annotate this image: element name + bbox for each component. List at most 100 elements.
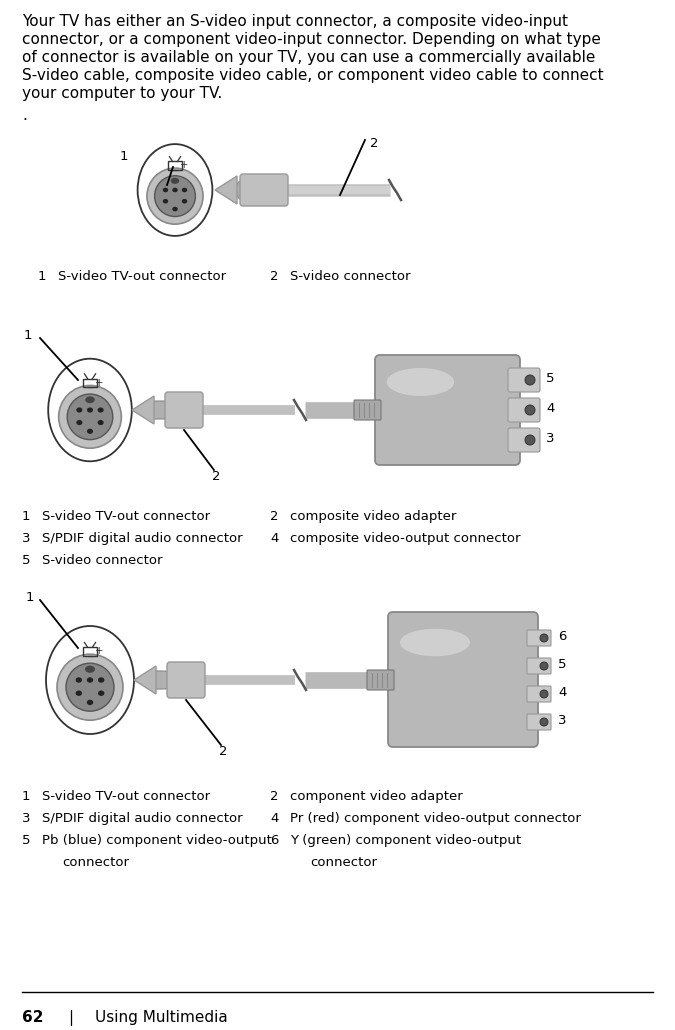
Text: S-video cable, composite video cable, or component video cable to connect: S-video cable, composite video cable, or… [22,68,603,83]
Ellipse shape [171,178,180,184]
Text: connector: connector [310,856,377,869]
Ellipse shape [48,358,132,461]
Ellipse shape [147,168,203,225]
Ellipse shape [76,408,82,413]
Ellipse shape [66,663,114,711]
Ellipse shape [155,176,195,216]
Ellipse shape [525,375,535,385]
Text: +: + [95,378,103,387]
Ellipse shape [85,397,94,403]
Bar [168,162,182,170]
FancyBboxPatch shape [165,392,203,428]
Ellipse shape [98,408,104,413]
Ellipse shape [182,199,187,204]
Text: S-video connector: S-video connector [290,270,410,283]
Bar [83,379,97,387]
Ellipse shape [163,199,168,204]
FancyBboxPatch shape [527,686,551,702]
FancyBboxPatch shape [508,368,540,392]
Text: 3: 3 [558,714,566,726]
Ellipse shape [540,634,548,642]
FancyBboxPatch shape [388,612,538,747]
Text: 6: 6 [270,834,278,847]
Ellipse shape [236,180,250,200]
FancyBboxPatch shape [508,398,540,422]
Ellipse shape [400,628,470,656]
Text: 4: 4 [558,686,566,698]
Text: 2: 2 [270,510,279,523]
Text: Pr (red) component video-output connector: Pr (red) component video-output connecto… [290,812,581,825]
Text: your computer to your TV.: your computer to your TV. [22,85,222,101]
Text: |: | [68,1010,73,1026]
Ellipse shape [138,144,213,236]
Ellipse shape [172,207,178,211]
Text: 2: 2 [370,137,379,150]
Text: Your TV has either an S-video input connector, a composite video-input: Your TV has either an S-video input conn… [22,14,568,29]
Text: composite video adapter: composite video adapter [290,510,456,523]
FancyBboxPatch shape [527,714,551,730]
Ellipse shape [87,408,93,413]
Polygon shape [132,396,154,424]
Text: S-video TV-out connector: S-video TV-out connector [42,510,210,523]
Ellipse shape [85,665,95,673]
Text: +: + [95,646,103,656]
Ellipse shape [525,435,535,445]
Text: 1: 1 [24,329,32,342]
Bar [83,647,97,656]
Ellipse shape [98,420,104,425]
FancyBboxPatch shape [155,671,171,689]
Text: S/PDIF digital audio connector: S/PDIF digital audio connector [42,812,242,825]
Ellipse shape [172,187,178,193]
Text: S/PDIF digital audio connector: S/PDIF digital audio connector [42,533,242,545]
Ellipse shape [87,678,93,683]
FancyBboxPatch shape [354,400,381,420]
Text: 4: 4 [270,812,278,825]
Ellipse shape [387,368,454,396]
Text: 5: 5 [22,554,30,566]
Polygon shape [215,176,237,204]
Ellipse shape [68,394,113,440]
Text: Y (green) component video-output: Y (green) component video-output [290,834,521,847]
Text: 5: 5 [22,834,30,847]
Ellipse shape [540,718,548,726]
Text: S-video TV-out connector: S-video TV-out connector [58,270,226,283]
Text: 1: 1 [22,790,30,803]
Text: Using Multimedia: Using Multimedia [95,1010,227,1025]
FancyBboxPatch shape [153,401,169,419]
FancyBboxPatch shape [240,174,288,206]
Ellipse shape [57,654,123,720]
Text: 2: 2 [212,470,221,483]
Text: 3: 3 [22,533,30,545]
Text: 2: 2 [219,745,227,758]
Text: 62: 62 [22,1010,43,1025]
Text: 5: 5 [558,657,566,671]
Text: 1: 1 [38,270,47,283]
Text: 2: 2 [270,270,279,283]
Text: 4: 4 [270,533,278,545]
Text: Pb (blue) component video-output: Pb (blue) component video-output [42,834,272,847]
Ellipse shape [163,187,168,193]
Text: 1: 1 [22,510,30,523]
Text: of connector is available on your TV, you can use a commercially available: of connector is available on your TV, yo… [22,50,595,65]
Ellipse shape [76,678,82,683]
Text: .: . [22,108,27,123]
Text: 1: 1 [26,591,34,604]
Text: 3: 3 [546,432,554,445]
Ellipse shape [76,690,82,696]
Text: 5: 5 [546,372,554,384]
Ellipse shape [98,678,105,683]
Text: 6: 6 [558,629,566,643]
Text: component video adapter: component video adapter [290,790,463,803]
Text: S-video connector: S-video connector [42,554,163,566]
FancyBboxPatch shape [527,658,551,674]
FancyBboxPatch shape [167,662,205,698]
FancyBboxPatch shape [508,428,540,452]
Polygon shape [134,666,156,694]
FancyBboxPatch shape [375,355,520,465]
FancyBboxPatch shape [367,670,394,690]
Ellipse shape [540,662,548,670]
Ellipse shape [525,405,535,415]
Ellipse shape [87,699,93,706]
Ellipse shape [59,385,122,448]
Text: connector, or a component video-input connector. Depending on what type: connector, or a component video-input co… [22,32,601,47]
